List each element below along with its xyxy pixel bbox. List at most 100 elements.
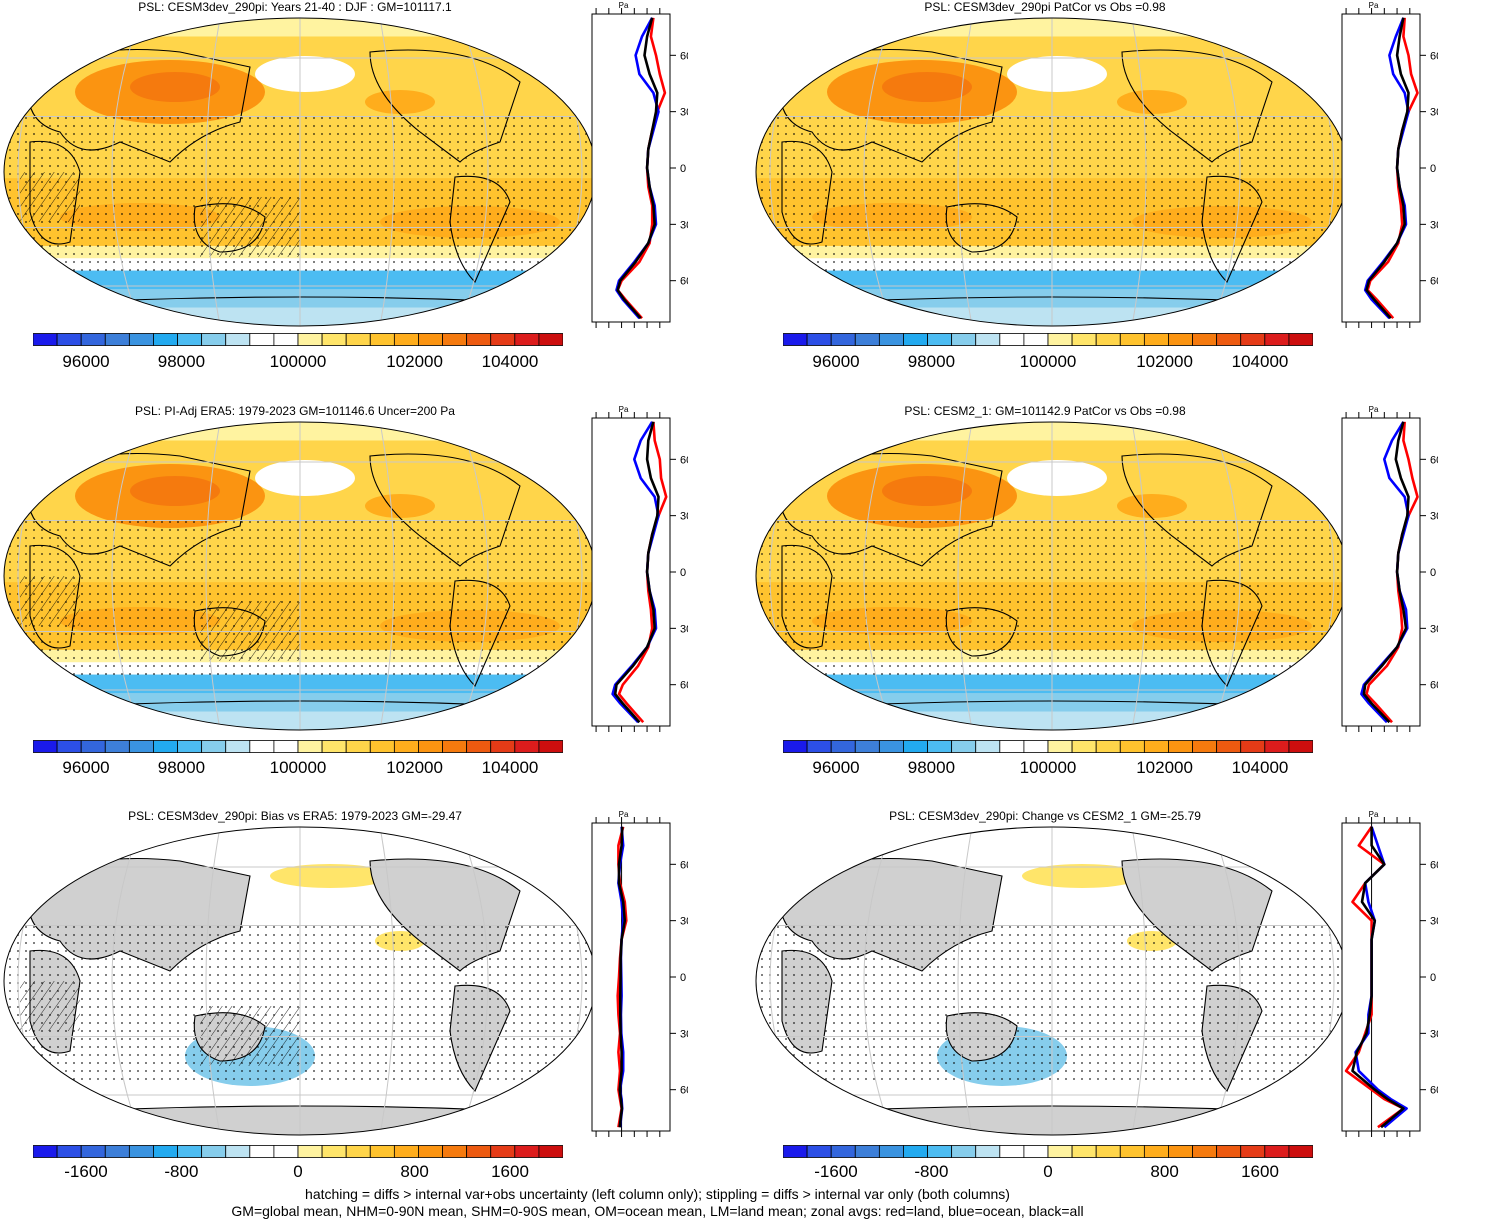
colorbar-tick-label: 800: [1150, 1162, 1179, 1181]
colorbar-box-10: [1023, 333, 1049, 346]
aleutian-low: [1007, 56, 1107, 92]
colorbar-box-9: [249, 333, 275, 346]
hatching-2: [20, 172, 80, 222]
zonal-y-tick-label: 30N: [1430, 916, 1438, 928]
colorbar-box-17: [1192, 1145, 1218, 1158]
zonal-y-tick-label: 30N: [680, 107, 688, 119]
colorbar-box-16: [1168, 740, 1193, 753]
zonal-y-tick-label: 30S: [680, 623, 688, 635]
colorbar-p2: [783, 333, 1313, 346]
colorbar-box-1: [806, 1145, 832, 1158]
colorbar-tick-label: 102000: [1136, 352, 1193, 371]
zonal-y-tick-label: 60N: [680, 454, 688, 466]
zonal-frame: [591, 822, 671, 1132]
colorbar-box-1: [806, 740, 832, 753]
colorbar-tick-label: 96000: [62, 352, 110, 371]
colorbar-box-9: [999, 740, 1025, 753]
colorbar-box-19: [1240, 1145, 1266, 1158]
zonal-y-tick-label: 30N: [680, 511, 688, 523]
colorbar-tick-label: 0: [1043, 1162, 1053, 1181]
graticule-lon-1: [863, 422, 893, 730]
zonal-unit-label: Pa: [619, 405, 629, 414]
colorbar-box-5: [153, 740, 178, 753]
graticule-lon-4: [1131, 18, 1147, 326]
hatching-2: [20, 981, 80, 1031]
graticule-lon-4: [1131, 827, 1147, 1135]
colorbar-box-14: [1119, 1145, 1145, 1158]
colorbar-box-14: [369, 333, 395, 346]
colorbar-box-14: [1119, 740, 1145, 753]
colorbar-box-15: [1143, 333, 1169, 346]
aleutian-low: [1007, 460, 1107, 496]
zonal-y-tick-label: 0: [680, 567, 686, 579]
colorbar-box-20: [514, 333, 540, 346]
colorbar-labels-p5: -1600 -800 0 800 1600: [33, 1162, 563, 1184]
graticule-lon-1: [111, 18, 141, 326]
colorbar-box-0: [33, 740, 58, 753]
zonal-y-tick-label: 30S: [1430, 623, 1438, 635]
colorbar-tick-label: 102000: [1136, 758, 1193, 777]
colorbar-box-17: [442, 333, 468, 346]
panel-title-p3: PSL: PI-Adj ERA5: 1979-2023 GM=101146.6 …: [135, 404, 455, 418]
panel-title-p6: PSL: CESM3dev_290pi: Change vs CESM2_1 G…: [889, 809, 1201, 823]
zonal-y-tick-label: 60S: [1430, 1085, 1438, 1097]
graticule-lon-2: [957, 827, 973, 1135]
panel-title-p5: PSL: CESM3dev_290pi: Bias vs ERA5: 1979-…: [128, 809, 462, 823]
zonal-y-tick-label: 60S: [680, 680, 688, 692]
zonal-y-tick-label: 60S: [680, 1085, 688, 1097]
colorbar-tick-label: 96000: [812, 352, 860, 371]
colorbar-box-0: [783, 1145, 808, 1158]
zonal-y-tick-label: 30N: [680, 916, 688, 928]
colorbar-box-20: [1264, 1145, 1290, 1158]
zonal-profile-p5: Pa-800080060N30N030S60S: [591, 810, 688, 1137]
colorbar-box-18: [1216, 333, 1242, 346]
colorbar-box-21: [538, 1145, 563, 1158]
colorbar-tick-label: 98000: [907, 758, 956, 777]
graticule-lon-2: [205, 827, 221, 1135]
zonal-y-tick-label: 0: [1430, 567, 1436, 579]
high-region: [365, 90, 435, 114]
colorbar-box-16: [1168, 333, 1193, 346]
colorbar-box-2: [80, 740, 106, 753]
colorbar-box-6: [177, 740, 203, 753]
colorbar-box-1: [56, 740, 82, 753]
colorbar-box-20: [1264, 333, 1290, 346]
colorbar-box-2: [830, 333, 856, 346]
colorbar-box-7: [201, 1145, 227, 1158]
colorbar-labels-p2: 96000 98000 100000 102000 104000: [783, 352, 1313, 374]
colorbar-box-20: [1264, 740, 1290, 753]
siberian-high-core: [882, 476, 972, 506]
colorbar-p3: [33, 740, 563, 753]
graticule-lon-1: [863, 827, 893, 1135]
colorbar-box-5: [903, 1145, 928, 1158]
graticule-lon-2: [957, 422, 973, 730]
graticule-lon-5: [1211, 827, 1241, 1135]
colorbar-tick-label: 104000: [1231, 758, 1289, 777]
colorbar-box-10: [1023, 1145, 1049, 1158]
colorbar-box-13: [1095, 333, 1121, 346]
colorbar-box-13: [1095, 1145, 1121, 1158]
colorbar-box-3: [104, 1145, 130, 1158]
zonal-profile-p1: Pa970009900010100060N30N030S60S: [591, 1, 688, 328]
colorbar-box-4: [878, 1145, 904, 1158]
colorbar-box-8: [975, 740, 1001, 753]
graticule-lon-5: [459, 422, 489, 730]
zonal-y-tick-label: 0: [1430, 972, 1436, 984]
colorbar-box-1: [806, 333, 832, 346]
colorbar-box-0: [783, 333, 808, 346]
colorbar-box-10: [273, 333, 299, 346]
graticule-lon-5: [459, 18, 489, 326]
aleutian-low: [255, 56, 355, 92]
zonal-y-tick-label: 0: [680, 163, 686, 175]
colorbar-box-16: [418, 333, 443, 346]
colorbar-box-19: [1240, 740, 1266, 753]
zonal-unit-label: Pa: [619, 810, 629, 819]
colorbar-tick-label: 102000: [386, 758, 443, 777]
colorbar-box-19: [490, 1145, 516, 1158]
colorbar-box-20: [514, 1145, 540, 1158]
zonal-y-tick-label: 60N: [1430, 859, 1438, 871]
colorbar-box-15: [393, 740, 419, 753]
colorbar-tick-label: 0: [293, 1162, 303, 1181]
colorbar-p4: [783, 740, 1313, 753]
colorbar-box-12: [321, 333, 347, 346]
